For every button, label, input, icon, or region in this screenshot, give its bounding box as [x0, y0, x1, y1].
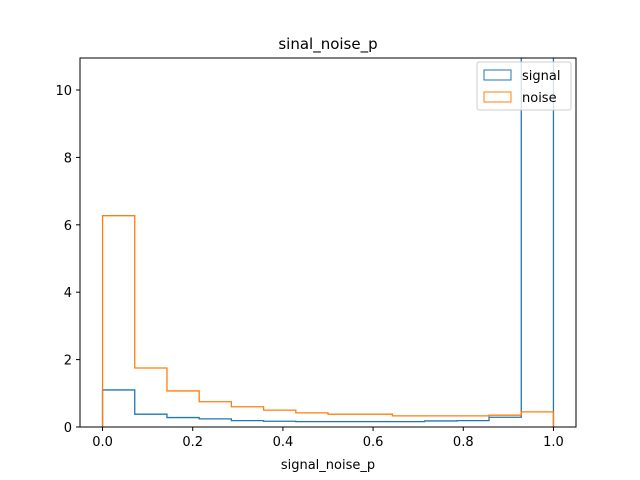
x-tick-label: 0.2 — [182, 435, 203, 450]
legend: signal noise — [476, 61, 572, 111]
x-axis-title: signal_noise_p — [281, 458, 375, 473]
x-tick-label: 0.4 — [273, 435, 294, 450]
y-tick-label: 2 — [64, 354, 72, 369]
legend-swatch-signal — [483, 69, 512, 81]
y-tick-label: 10 — [55, 84, 72, 99]
y-tick-label: 6 — [64, 219, 72, 234]
x-tick-label: 0.0 — [92, 435, 113, 450]
legend-swatch-noise — [483, 91, 512, 103]
y-tick-label: 0 — [64, 421, 72, 436]
legend-label-signal: signal — [522, 69, 560, 84]
y-tick-label: 4 — [64, 286, 72, 301]
x-tick-label: 1.0 — [543, 435, 564, 450]
chart-title: sinal_noise_p — [278, 35, 377, 54]
series-layer — [101, 58, 555, 427]
legend-label-noise: noise — [522, 91, 557, 106]
plot-frame — [79, 57, 577, 428]
legend-frame — [476, 61, 572, 111]
axes-layer: 0.0 0.2 0.4 0.6 0.8 1.0 0 2 4 6 8 10 — [55, 57, 577, 450]
x-tick-label: 0.8 — [453, 435, 474, 450]
x-tick-label: 0.6 — [363, 435, 384, 450]
series-signal-step — [101, 58, 555, 427]
y-tick-label: 8 — [64, 151, 72, 166]
series-noise-step — [101, 215, 555, 427]
